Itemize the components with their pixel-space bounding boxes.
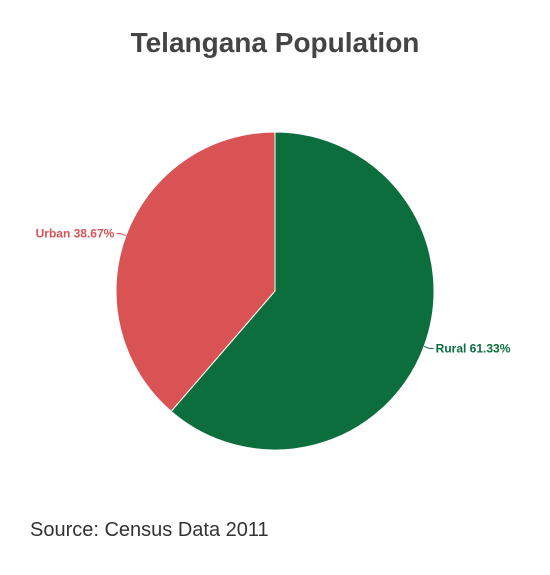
- chart-title: Telangana Population: [130, 27, 420, 58]
- slice-label-rural: Rural 61.33%: [436, 341, 511, 355]
- pie-slice-urban: [115, 131, 276, 413]
- leader-line-rural: [423, 345, 434, 349]
- pie-slice-rural: [170, 131, 435, 451]
- slice-label-urban: Urban 38.67%: [36, 227, 115, 241]
- leader-line-urban: [116, 233, 127, 237]
- source-note: Source: Census Data 2011: [30, 519, 269, 541]
